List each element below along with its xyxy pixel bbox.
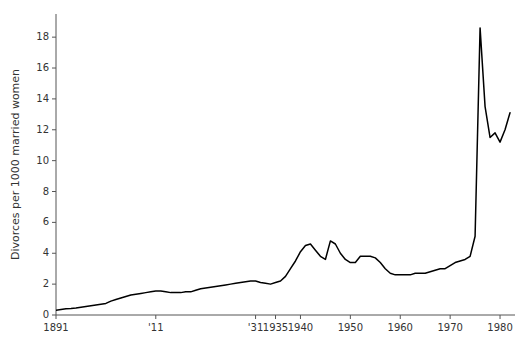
y-tick xyxy=(52,129,56,130)
chart: 0 2 4 6 8 10 12 14 16 18 Divorces per 1000 married… xyxy=(0,0,529,345)
y-tick xyxy=(52,222,56,223)
y-tick xyxy=(52,191,56,192)
y-tick-label: 0 xyxy=(43,309,49,320)
y-tick xyxy=(52,315,56,316)
x-tick xyxy=(400,315,401,319)
x-tick-label: 1891 xyxy=(43,322,68,333)
x-tick-label: 1940 xyxy=(288,322,313,333)
y-tick-label: 14 xyxy=(36,93,49,104)
data-line xyxy=(56,28,510,310)
x-tick-label: 1950 xyxy=(338,322,363,333)
x-tick-label: 1935 xyxy=(263,322,288,333)
y-tick xyxy=(52,284,56,285)
y-axis: 0 2 4 6 8 10 12 14 16 18 xyxy=(36,14,56,320)
x-tick xyxy=(56,315,57,319)
x-tick-label: 1970 xyxy=(437,322,462,333)
x-axis-line xyxy=(56,315,515,316)
y-axis-label: Divorces per 1000 married women xyxy=(9,69,22,260)
x-tick-label: 1980 xyxy=(487,322,512,333)
x-tick xyxy=(300,315,301,319)
x-tick xyxy=(350,315,351,319)
x-tick-label: 1960 xyxy=(388,322,413,333)
y-tick-label: 4 xyxy=(43,247,49,258)
x-tick xyxy=(500,315,501,319)
y-tick-label: 10 xyxy=(36,155,49,166)
y-tick xyxy=(52,160,56,161)
y-tick-label: 6 xyxy=(43,216,49,227)
y-tick-label: 12 xyxy=(36,124,49,135)
x-tick xyxy=(155,315,156,319)
chart-container: 0 2 4 6 8 10 12 14 16 18 Divorces per 1000 married… xyxy=(0,0,529,345)
plot-area xyxy=(56,28,510,310)
x-tick-label: '11 xyxy=(148,322,163,333)
y-tick xyxy=(52,253,56,254)
y-tick xyxy=(52,68,56,69)
y-tick xyxy=(52,98,56,99)
x-tick xyxy=(255,315,256,319)
x-tick-label: '31 xyxy=(248,322,263,333)
y-tick xyxy=(52,37,56,38)
y-tick-label: 18 xyxy=(36,31,49,42)
y-axis-line xyxy=(56,14,57,315)
x-tick xyxy=(275,315,276,319)
x-tick xyxy=(450,315,451,319)
x-axis: 1891 '11 '3119351940 1950 1960 1970 1980 xyxy=(43,315,515,333)
y-tick-label: 8 xyxy=(43,186,49,197)
y-tick-label: 2 xyxy=(43,278,49,289)
y-tick-label: 16 xyxy=(36,62,49,73)
